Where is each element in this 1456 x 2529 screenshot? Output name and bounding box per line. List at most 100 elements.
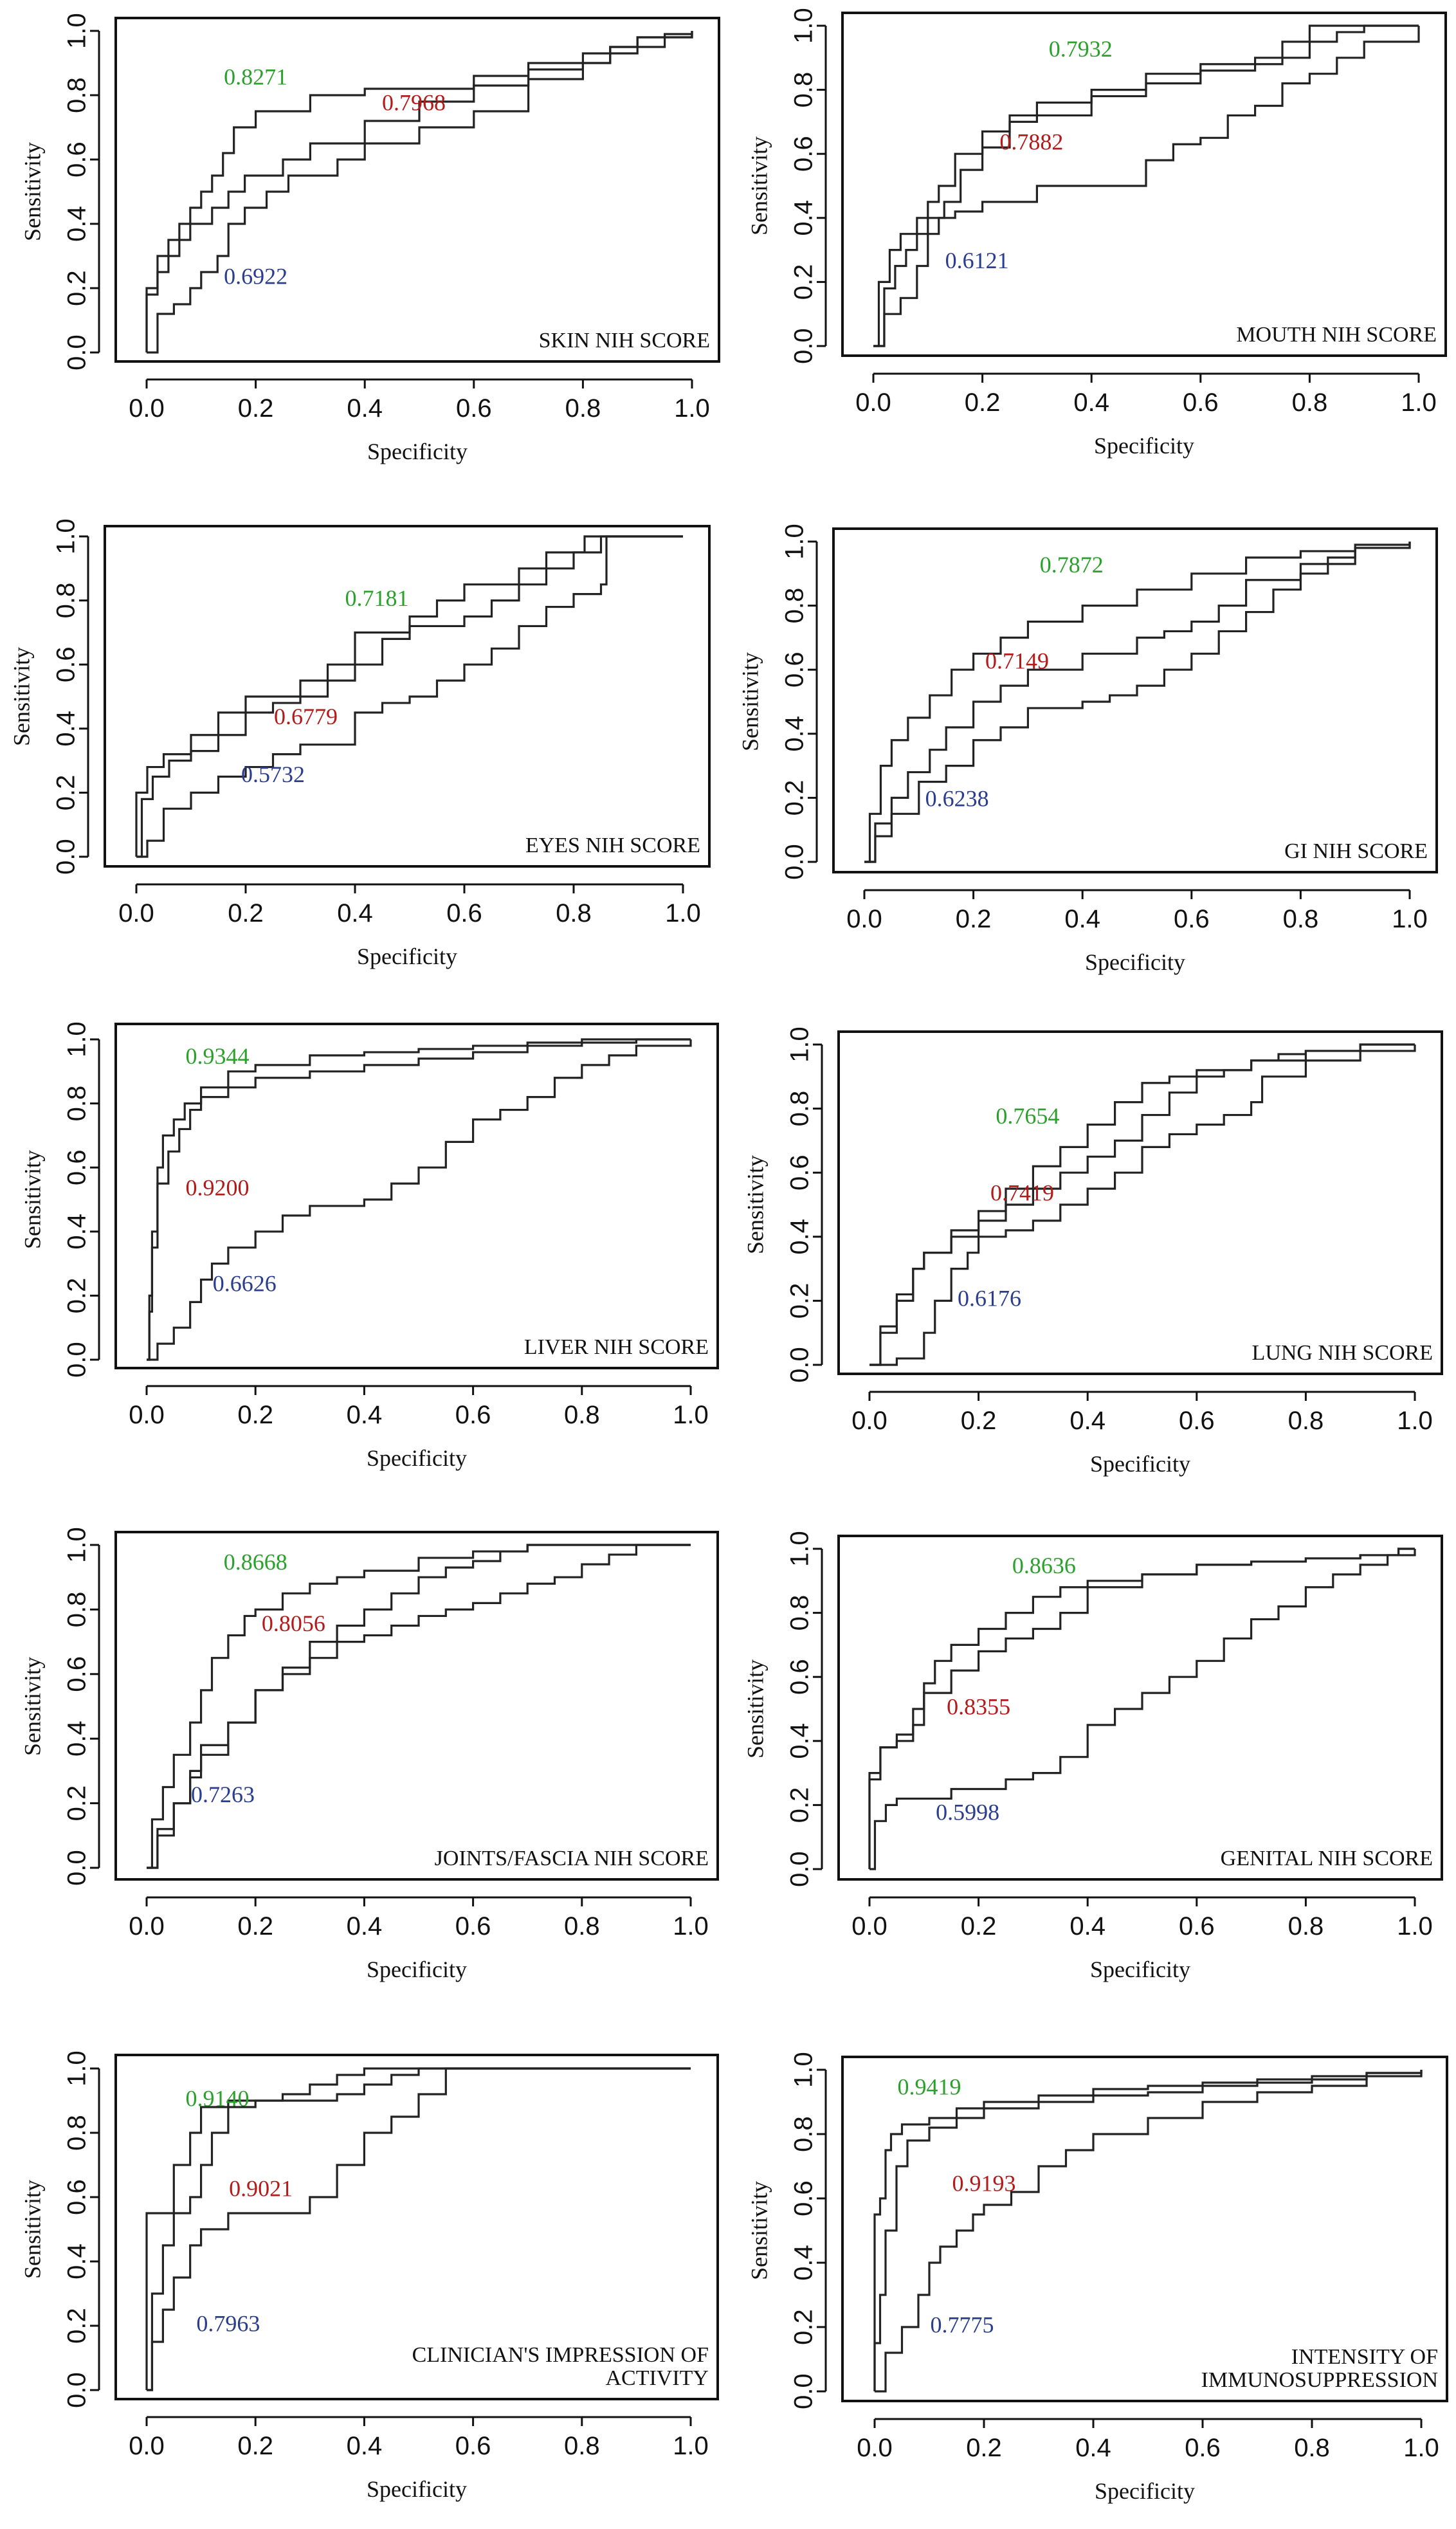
plot-frame [104, 525, 711, 868]
x-axis-title: Specificity [357, 944, 457, 969]
y-tick-label: 0.2 [790, 264, 818, 300]
x-tick-label: 0.6 [1179, 1407, 1215, 1435]
x-tick-label: 0.2 [237, 2432, 273, 2460]
y-tick-label: 0.4 [786, 1219, 814, 1255]
y-tick-label: 0.8 [63, 2115, 91, 2151]
y-tick-label: 0.0 [63, 334, 91, 370]
roc-curve-blue [147, 1039, 692, 1361]
x-tick-label: 0.0 [855, 388, 891, 417]
x-tick-label: 0.0 [118, 899, 154, 927]
x-tick-label: 0.8 [564, 1912, 600, 1940]
x-tick-label: 1.0 [665, 899, 701, 927]
x-tick-label: 0.6 [1179, 1912, 1215, 1940]
x-tick-label: 0.4 [337, 899, 373, 927]
x-tick-label: 0.2 [965, 388, 1001, 417]
roc-panel-9: 0.0 0.2 0.4 0.6 0.8 1.0 Specificity 0.0 0.2 0.4 0.… [19, 2050, 719, 2502]
x-axis-title: Specificity [367, 1957, 467, 1982]
auc-label-red: 0.7149 [985, 648, 1049, 674]
y-tick-label: 0.4 [786, 1723, 814, 1759]
roc-curve-blue [147, 2067, 691, 2391]
x-tick-label: 0.8 [564, 1401, 600, 1429]
roc-curve-red [869, 1043, 1415, 1366]
y-axis-title: Sensitivity [746, 2181, 772, 2280]
auc-label-green: 0.7654 [996, 1103, 1059, 1129]
x-axis-title: Specificity [1095, 2478, 1195, 2504]
y-tick-label: 0.6 [63, 1656, 91, 1692]
y-tick-label: 0.0 [786, 1347, 814, 1383]
roc-curve-red [873, 2070, 1423, 2391]
roc-panel-10: 0.0 0.2 0.4 0.6 0.8 1.0 Specificity 0.0 0.2 0.4 0.… [746, 2052, 1448, 2504]
roc-panel-5: 0.0 0.2 0.4 0.6 0.8 1.0 Specificity 0.0 0.2 0.4 0.… [19, 1021, 719, 1471]
x-tick-label: 0.6 [456, 394, 492, 423]
plot-frame [114, 1531, 719, 1881]
y-tick-label: 0.6 [52, 646, 80, 682]
x-tick-label: 0.2 [956, 905, 992, 933]
y-tick-label: 0.0 [790, 328, 818, 364]
x-tick-label: 0.4 [347, 1912, 383, 1940]
auc-label-green: 0.7181 [345, 585, 409, 611]
y-tick-label: 0.6 [786, 1155, 814, 1191]
y-tick-label: 0.8 [781, 588, 809, 624]
panel-title: GI NIH SCORE [1284, 839, 1428, 863]
y-tick-label: 0.2 [786, 1283, 814, 1319]
auc-label-green: 0.8271 [224, 64, 287, 89]
roc-panel-3: 0.0 0.2 0.4 0.6 0.8 1.0 Specificity 0.0 0.2 0.4 0.… [8, 518, 711, 969]
x-tick-label: 1.0 [673, 1912, 709, 1940]
x-tick-label: 0.0 [129, 2432, 165, 2460]
y-tick-label: 0.0 [63, 2372, 91, 2408]
y-tick-label: 1.0 [63, 2050, 91, 2086]
roc-panel-7: 0.0 0.2 0.4 0.6 0.8 1.0 Specificity 0.0 0.2 0.4 0.… [19, 1527, 719, 1982]
auc-label-green: 0.7872 [1040, 552, 1104, 578]
panel-title: INTENSITY OF [1291, 2345, 1438, 2369]
x-axis-title: Specificity [367, 2476, 467, 2502]
auc-label-blue: 0.6121 [945, 248, 1009, 273]
x-tick-label: 1.0 [674, 394, 710, 423]
x-axis-title: Specificity [1090, 1957, 1190, 1982]
y-tick-label: 0.0 [63, 1342, 91, 1378]
y-tick-label: 0.4 [781, 716, 809, 752]
roc-curve-blue [864, 542, 1411, 863]
y-axis-title: Sensitivity [8, 647, 34, 746]
roc-curve-red [145, 31, 693, 352]
y-tick-label: 0.6 [63, 2179, 91, 2215]
y-tick-label: 0.4 [63, 1721, 91, 1757]
y-tick-label: 0.4 [790, 2245, 818, 2281]
auc-label-red: 0.9200 [185, 1174, 249, 1200]
y-tick-label: 0.6 [781, 652, 809, 688]
plot-frame [841, 2056, 1448, 2402]
plot-frame [114, 1023, 719, 1369]
x-axis-title: Specificity [367, 439, 468, 464]
y-tick-label: 0.0 [63, 1850, 91, 1886]
x-tick-label: 0.6 [455, 2432, 491, 2460]
y-tick-label: 0.2 [63, 1278, 91, 1314]
auc-label-red: 0.7419 [990, 1180, 1054, 1205]
panel-title: JOINTS/FASCIA NIH SCORE [435, 1847, 709, 1870]
x-tick-label: 0.6 [1183, 388, 1219, 417]
x-tick-label: 0.0 [129, 1401, 165, 1429]
auc-label-red: 0.9193 [952, 2170, 1016, 2196]
roc-curve-red [147, 1038, 691, 1361]
y-tick-label: 0.8 [63, 77, 91, 113]
roc-panel-6: 0.0 0.2 0.4 0.6 0.8 1.0 Specificity 0.0 0.2 0.4 0.… [742, 1027, 1443, 1477]
auc-label-green: 0.9419 [898, 2074, 961, 2099]
y-tick-label: 0.8 [63, 1592, 91, 1628]
plot-frame [114, 17, 720, 363]
panel-title: LIVER NIH SCORE [524, 1335, 709, 1359]
x-tick-label: 1.0 [673, 1401, 709, 1429]
roc-curve-red [868, 1548, 1415, 1869]
auc-label-green: 0.7932 [1049, 36, 1113, 62]
x-tick-label: 0.4 [1069, 1912, 1106, 1940]
roc-curve-blue [869, 1549, 1416, 1870]
x-tick-label: 0.2 [238, 394, 274, 423]
y-tick-label: 0.8 [790, 72, 818, 108]
roc-curve-blue [147, 1544, 691, 1869]
roc-curve-green [864, 542, 1411, 863]
roc-panel-1: 0.0 0.2 0.4 0.6 0.8 1.0 Specificity 0.0 0.2 0.4 0.… [19, 13, 720, 464]
x-axis-title: Specificity [1085, 949, 1185, 975]
panel-title: MOUTH NIH SCORE [1236, 323, 1437, 347]
auc-label-blue: 0.6238 [925, 786, 989, 812]
panel-title: ACTIVITY [605, 2366, 709, 2390]
x-tick-label: 0.8 [1292, 388, 1328, 417]
x-tick-label: 0.0 [846, 905, 882, 933]
y-tick-label: 1.0 [63, 1021, 91, 1057]
